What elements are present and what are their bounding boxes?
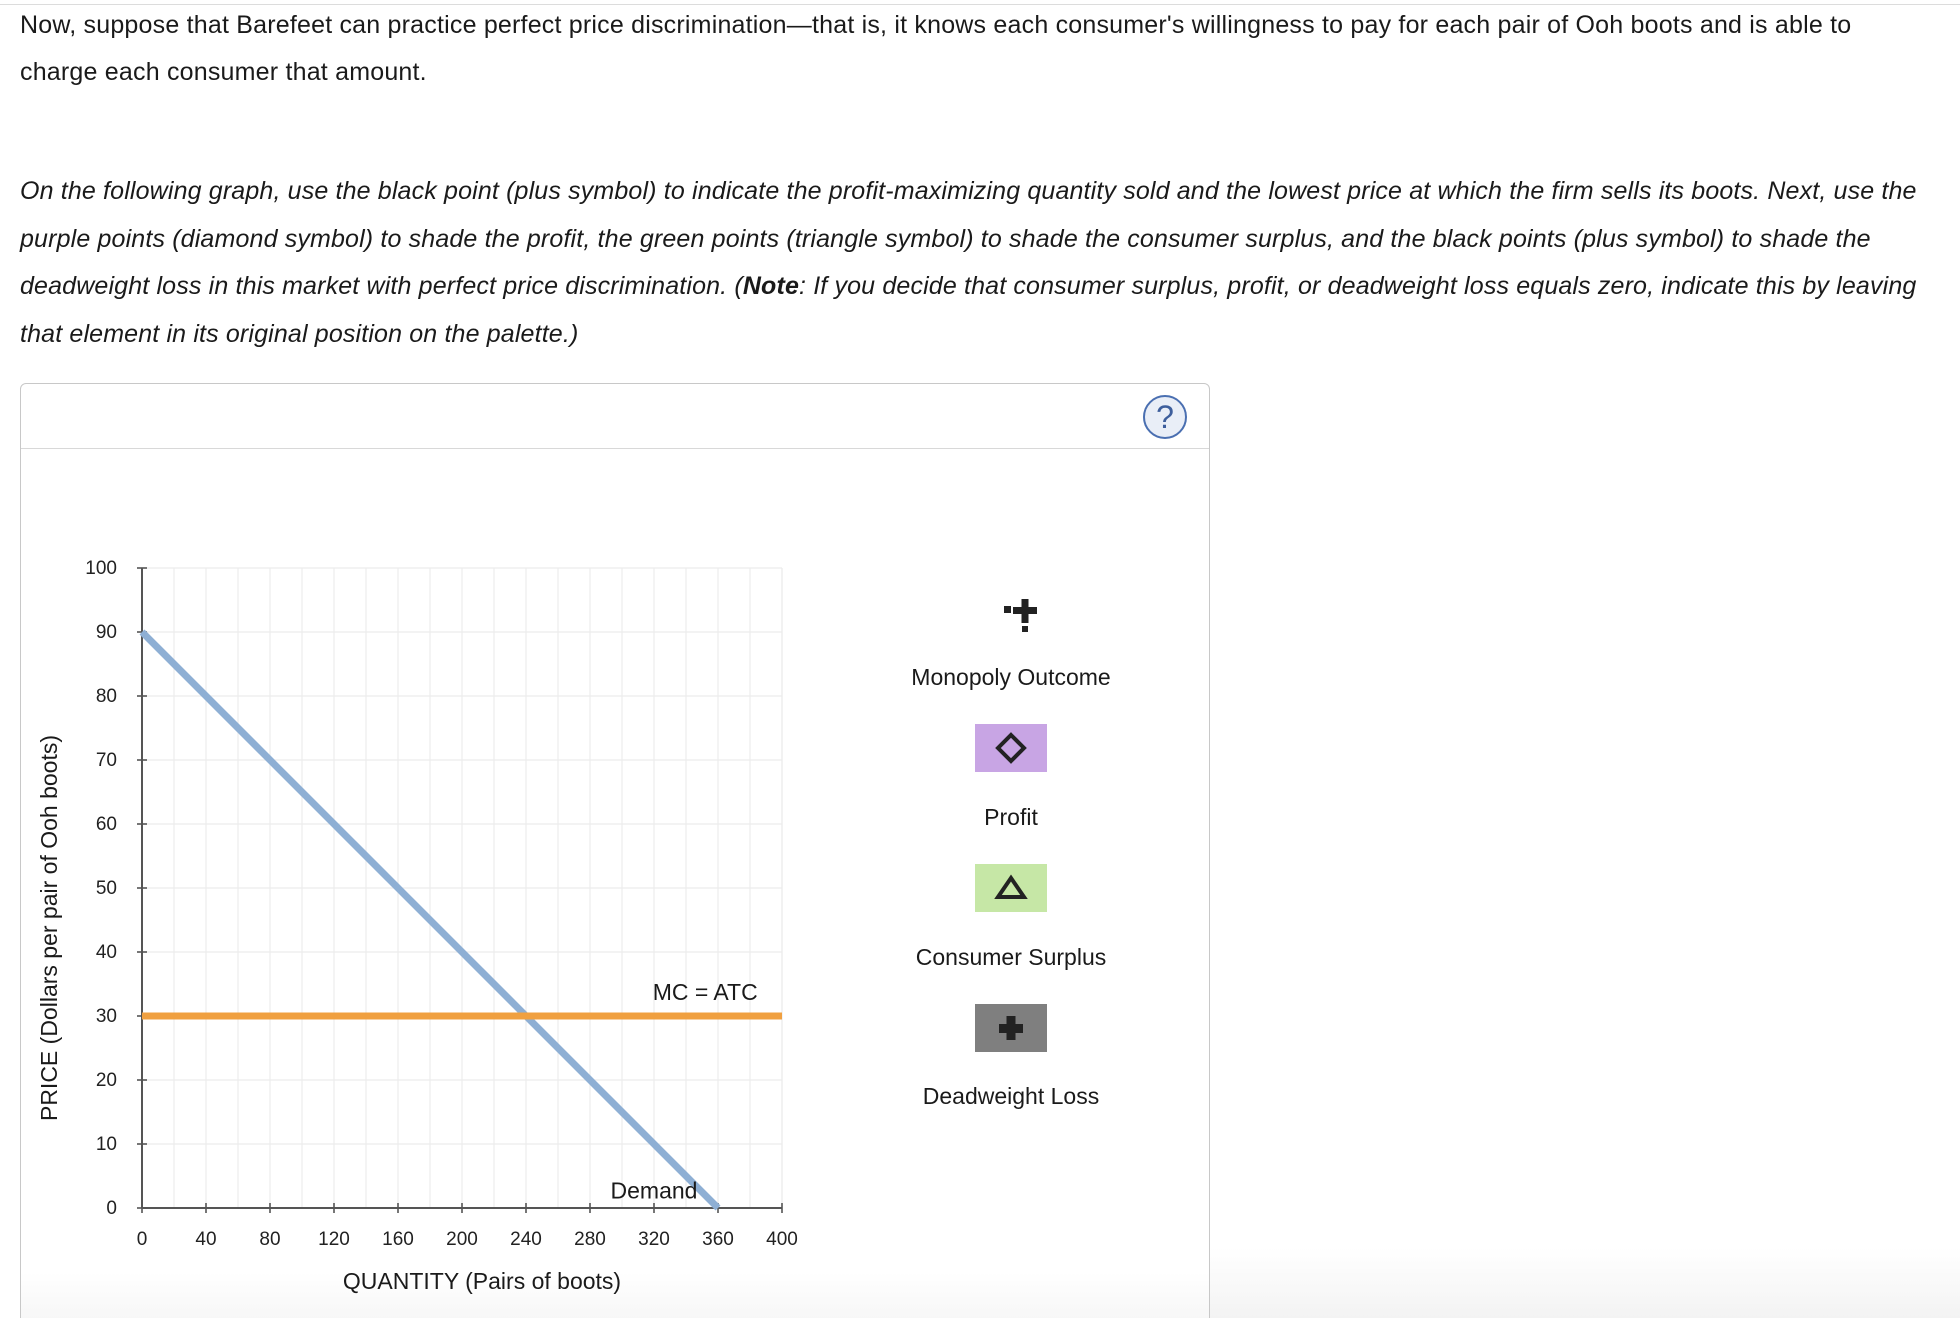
x-tick-label: 280 (574, 1229, 606, 1250)
monopoly-outcome-item: Monopoly Outcome (861, 664, 1161, 691)
deadweight-loss-item: Deadweight Loss (861, 1083, 1161, 1110)
demand-curve[interactable] (139, 629, 721, 1211)
profit-label: Profit (984, 804, 1038, 830)
x-tick-label: 320 (638, 1229, 670, 1250)
x-tick-label: 360 (702, 1229, 734, 1250)
diamond-shape (995, 732, 1027, 764)
marker-square (1022, 626, 1028, 632)
consumer-surplus-label: Consumer Surplus (915, 944, 1107, 970)
instructions-text-1: On the following graph, use the black po… (20, 177, 1917, 300)
consumer-surplus-item: Consumer Surplus (861, 944, 1161, 971)
y-tick-label: 50 (96, 878, 117, 899)
intro-paragraph: Now, suppose that Barefeet can practice … (20, 11, 1852, 86)
instructions-text-2: : If you decide that consumer surplus, p… (20, 272, 1917, 348)
y-tick-label: 70 (96, 750, 117, 771)
plus-point-icon (1004, 599, 1037, 632)
y-axis-title: PRICE (Dollars per pair of Ooh boots) (36, 735, 62, 1121)
help-button[interactable]: ? (1143, 395, 1187, 439)
x-tick-label: 80 (259, 1229, 280, 1250)
y-tick-label: 30 (96, 1006, 117, 1027)
y-tick-label: 40 (96, 942, 117, 963)
top-divider (0, 0, 1960, 5)
x-tick-label: 160 (382, 1229, 414, 1250)
profit-tool[interactable] (975, 724, 1047, 772)
x-tick-label: 40 (195, 1229, 216, 1250)
triangle-shape (994, 874, 1028, 899)
axes (137, 567, 783, 1213)
y-tick-label: 0 (106, 1198, 117, 1219)
y-tick-label: 10 (96, 1134, 117, 1155)
x-tick-label: 0 (137, 1229, 148, 1250)
note-label: Note (742, 272, 799, 300)
grid (142, 567, 783, 1208)
x-tick-label: 240 (510, 1229, 542, 1250)
plus-icon (999, 1016, 1023, 1040)
y-tick-label: 90 (96, 622, 117, 643)
y-tick-label: 100 (85, 558, 117, 579)
demand-label: Demand (611, 1177, 698, 1203)
x-tick-label: 400 (766, 1229, 798, 1250)
instructions-paragraph: On the following graph, use the black po… (20, 168, 1920, 358)
page-footer-shade (1210, 1248, 1960, 1318)
marker-square (1004, 606, 1011, 613)
profit-item: Profit (861, 804, 1161, 831)
y-tick-label: 20 (96, 1070, 117, 1091)
mc-atc-label: MC = ATC (653, 979, 758, 1005)
x-tick-label: 200 (446, 1229, 478, 1250)
curves[interactable] (139, 629, 782, 1211)
monopoly-outcome-label: Monopoly Outcome (911, 664, 1111, 690)
axis-labels: 0 40 80 120 160 200 240 280 320 360 400 0 10 20 30 40 50… (36, 558, 798, 1294)
x-tick-label: 120 (318, 1229, 350, 1250)
y-tick-label: 60 (96, 814, 117, 835)
x-axis-title: QUANTITY (Pairs of boots) (343, 1268, 621, 1294)
monopoly-outcome-tool[interactable] (989, 594, 1061, 642)
consumer-surplus-tool[interactable] (975, 864, 1047, 912)
plus-bar-v (1006, 1016, 1016, 1040)
price-quantity-graph[interactable]: 0 40 80 120 160 200 240 280 320 360 400 0 10 20 30 40 50… (21, 384, 1209, 1318)
deadweight-loss-label: Deadweight Loss (922, 1083, 1100, 1109)
y-tick-label: 80 (96, 686, 117, 707)
plus-bar-v (1021, 599, 1029, 623)
diamond-icon (995, 732, 1027, 764)
deadweight-loss-tool[interactable] (975, 1004, 1047, 1052)
help-icon: ? (1156, 399, 1174, 435)
graph-panel: ? 0 40 80 120 160 200 240 280 320 360 400 0 10 20 30 40… (20, 383, 1210, 1318)
panel-header: ? (21, 384, 1209, 449)
triangle-icon (994, 874, 1028, 899)
panel-footer-shade (21, 1272, 1209, 1318)
